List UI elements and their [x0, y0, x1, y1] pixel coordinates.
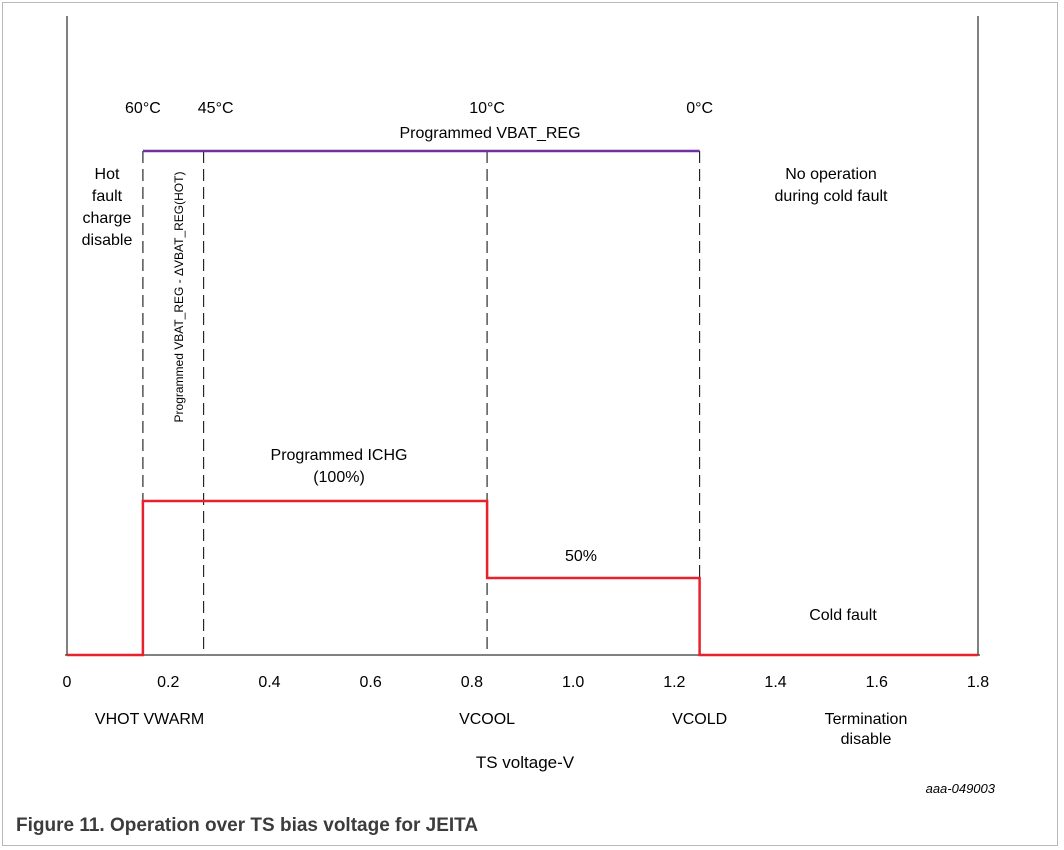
threshold-temperature-label: 45°C	[198, 100, 234, 117]
x-tick-label: 1.2	[663, 674, 685, 691]
termination-label: disable	[841, 731, 892, 748]
threshold-name-label: VCOOL	[459, 711, 515, 728]
x-tick-label: 0.4	[258, 674, 280, 691]
hot-fault-label: charge	[83, 210, 132, 227]
threshold-temperature-label: 60°C	[125, 100, 161, 117]
x-tick-label: 1.0	[562, 674, 584, 691]
figure-caption: Figure 11. Operation over TS bias voltag…	[16, 815, 479, 836]
x-axis-label: TS voltage-V	[476, 753, 575, 772]
vbat-reg-label: Programmed VBAT_REG	[399, 125, 580, 142]
x-tick-label: 0.2	[157, 674, 179, 691]
cold-no-op-label: No operation	[785, 166, 877, 183]
threshold-name-label: VCOLD	[672, 711, 727, 728]
ichg-full-label: (100%)	[313, 469, 365, 486]
x-tick-label: 1.6	[866, 674, 888, 691]
termination-label: Termination	[825, 711, 908, 728]
hot-fault-label: disable	[82, 232, 133, 249]
x-tick-label: 1.8	[967, 674, 989, 691]
x-tick-label: 0.8	[461, 674, 483, 691]
vbat-reg-hot-label: Programmed VBAT_REG - ΔVBAT_REG(HOT)	[172, 172, 186, 423]
figure-id: aaa-049003	[926, 781, 996, 796]
threshold-temperature-label: 0°C	[686, 100, 713, 117]
x-tick-label: 1.4	[764, 674, 786, 691]
x-tick-label: 0.6	[360, 674, 382, 691]
hot-fault-label: Hot	[95, 166, 120, 183]
cold-fault-label: Cold fault	[809, 607, 877, 624]
ichg-line	[67, 499, 978, 657]
jeita-chart: 60°C 45°C 10°C 0°C 0 0.2 0.4 0.6 0.8 1.0 1.2 1.4 1.6…	[63, 16, 996, 796]
cold-no-op-label: during cold fault	[775, 188, 889, 205]
ichg-half-label: 50%	[565, 548, 597, 565]
hot-fault-label: fault	[92, 188, 123, 205]
threshold-temperature-label: 10°C	[469, 100, 505, 117]
threshold-name-label: VHOT VWARM	[95, 711, 204, 728]
ichg-full-label: Programmed ICHG	[271, 447, 408, 464]
x-tick-label: 0	[63, 674, 72, 691]
